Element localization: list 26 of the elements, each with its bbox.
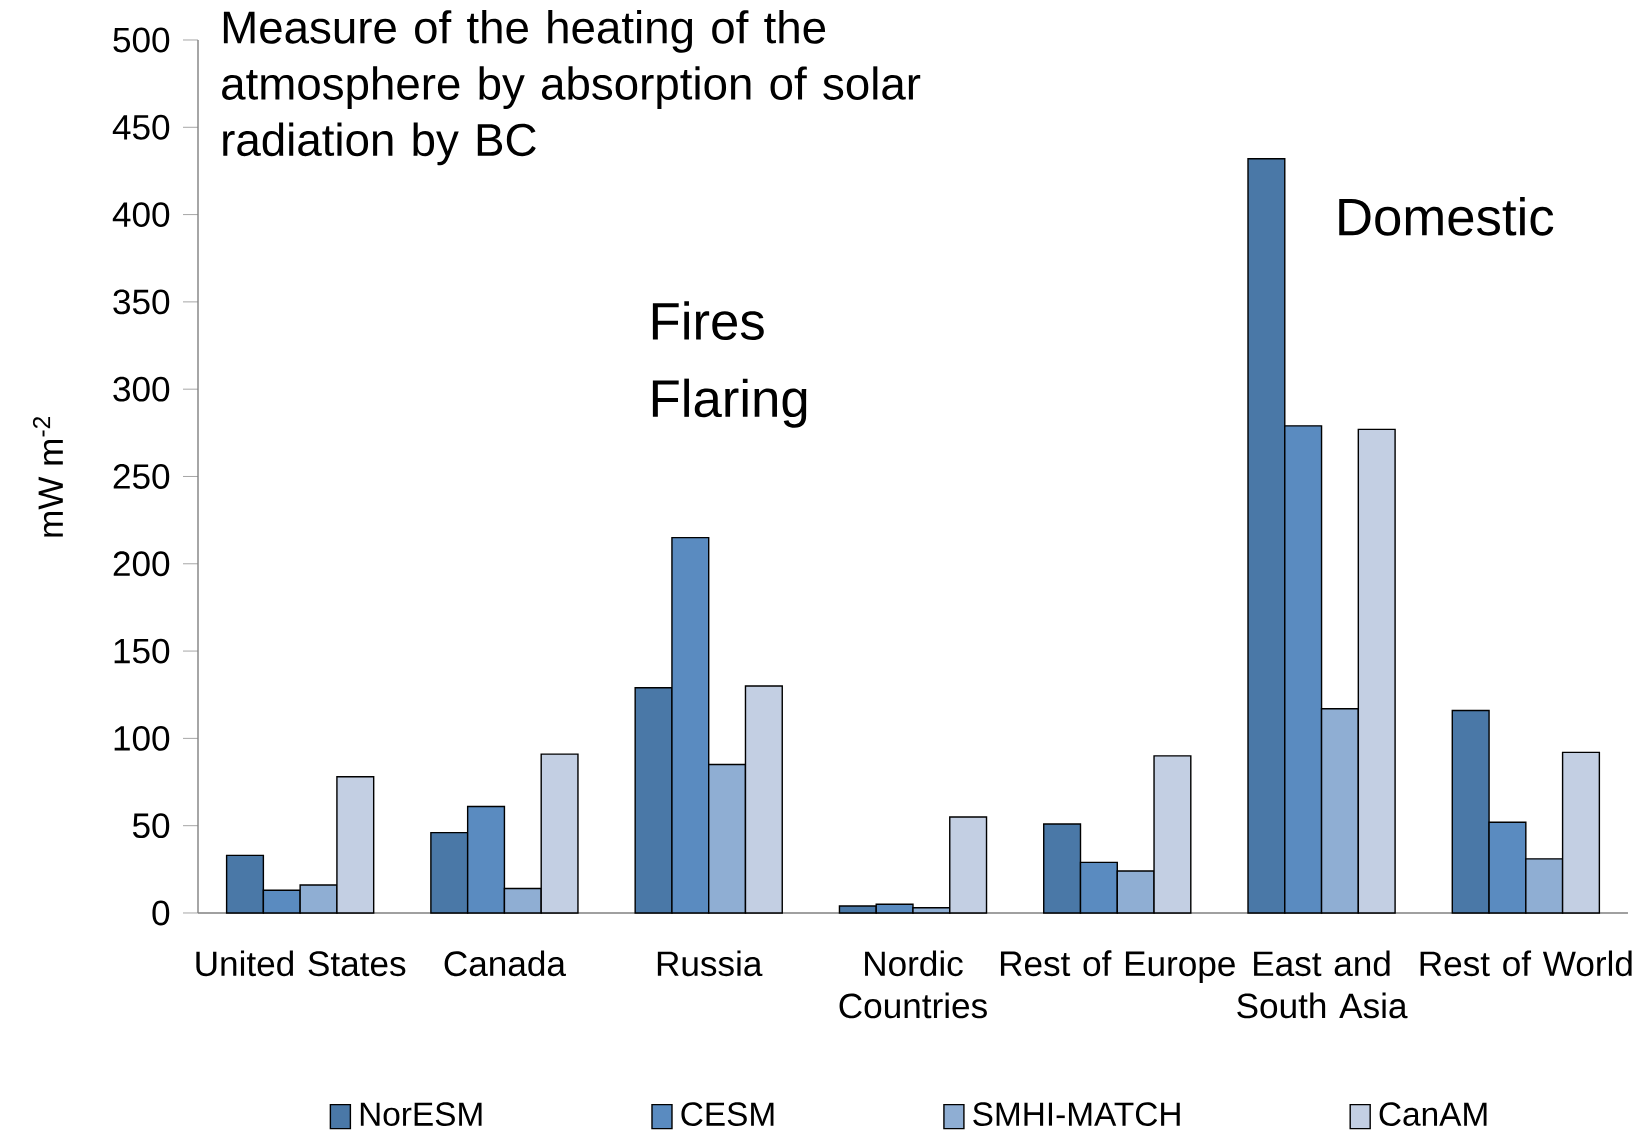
y-tick-label: 200 bbox=[113, 551, 170, 577]
y-tick-label: 300 bbox=[113, 376, 170, 402]
y-tick-label: 250 bbox=[113, 464, 170, 489]
y-tick-label: 400 bbox=[112, 202, 170, 228]
x-tick-label: Russia bbox=[657, 950, 763, 977]
y-tick-label: 350 bbox=[113, 289, 170, 315]
x-tick-label: Rest of World bbox=[1420, 950, 1632, 977]
y-tick-label: 100 bbox=[114, 725, 170, 751]
y-axis-title: mW m$^{-2}$ bbox=[32, 416, 63, 537]
annotation: Fires Flaring bbox=[652, 301, 807, 428]
legend-label: SMHI-MATCH bbox=[973, 1102, 1180, 1126]
legend-label: CanAM bbox=[1379, 1102, 1487, 1126]
y-tick-label: 500 bbox=[113, 27, 170, 53]
legend-label: NorESM bbox=[360, 1102, 482, 1126]
text: Measure of the heating of the atmosphere by absorption of solar radiation by BC bbox=[222, 10, 921, 166]
y-tick-label: 150 bbox=[114, 638, 170, 664]
y-tick-label: 50 bbox=[132, 813, 170, 839]
x-tick-label: United States bbox=[196, 950, 406, 977]
x-tick-label: Canada bbox=[444, 950, 566, 977]
annotation: Domestic bbox=[1339, 197, 1554, 236]
legend-label: CESM bbox=[681, 1102, 774, 1126]
x-tick-label: Nordic Countries bbox=[839, 950, 987, 1019]
y-tick-label: 450 bbox=[112, 114, 170, 140]
y-tick-label: 0 bbox=[152, 900, 170, 926]
x-tick-label: Rest of Europe bbox=[1000, 950, 1235, 984]
x-tick-label: East and South Asia bbox=[1237, 950, 1408, 1019]
